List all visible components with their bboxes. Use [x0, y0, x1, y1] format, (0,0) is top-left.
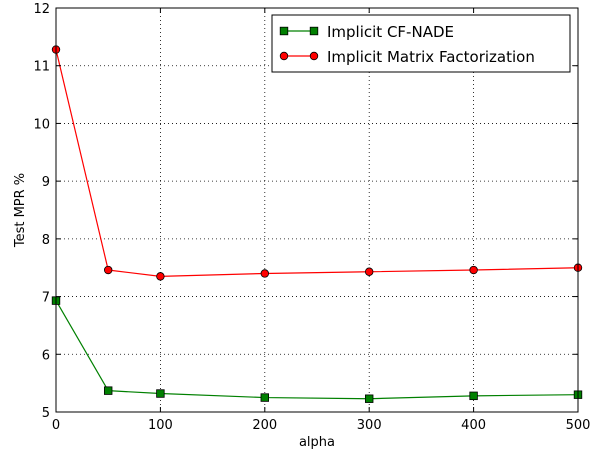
x-tick-label: 0 [52, 418, 60, 433]
x-axis-label: alpha [299, 435, 335, 450]
y-axis: 5 6 7 8 9 10 11 12 [33, 2, 578, 421]
series-line-0 [55, 300, 579, 400]
legend-label-0: Implicit CF-NADE [327, 23, 454, 41]
data-point-0-2 [156, 389, 165, 398]
y-tick-label: 9 [42, 175, 50, 190]
legend-marker-1 [279, 51, 289, 61]
data-point-1-3 [260, 269, 269, 278]
legend-marker-0 [279, 26, 289, 36]
data-point-0-4 [364, 394, 374, 403]
x-tick-label: 100 [148, 418, 173, 433]
y-tick-label: 12 [33, 2, 50, 17]
x-axis: 0 100 200 300 400 500 [52, 8, 591, 433]
data-point-1-5 [469, 265, 478, 275]
y-tick-label: 6 [42, 348, 50, 363]
y-tick-label: 7 [42, 291, 50, 306]
series-line-1 [55, 49, 579, 277]
y-axis-label: Test MPR % [13, 173, 28, 248]
x-tick-label: 400 [461, 418, 486, 433]
data-point-1-2 [156, 272, 165, 281]
legend-marker-1 [309, 51, 319, 61]
data-point-0-3 [260, 393, 269, 402]
y-tick-label: 10 [33, 117, 50, 132]
y-tick-label: 11 [33, 60, 50, 75]
legend: Implicit CF-NADE Implicit Matrix Factoriz… [271, 14, 571, 73]
series-layer [51, 45, 583, 403]
y-tick-label: 5 [42, 406, 50, 421]
x-tick-label: 500 [566, 418, 591, 433]
data-point-1-4 [365, 267, 374, 276]
x-tick-label: 200 [252, 418, 277, 433]
legend-items: Implicit CF-NADE Implicit Matrix Factoriz… [279, 23, 535, 66]
legend-box [271, 14, 571, 73]
legend-marker-0 [309, 26, 319, 36]
legend-label-1: Implicit Matrix Factorization [327, 48, 535, 66]
data-point-0-5 [469, 391, 478, 401]
data-point-1-1 [103, 265, 113, 275]
x-tick-label: 300 [357, 418, 382, 433]
y-tick-label: 8 [42, 233, 50, 248]
data-point-0-1 [104, 386, 113, 395]
plot-frame [55, 7, 579, 413]
